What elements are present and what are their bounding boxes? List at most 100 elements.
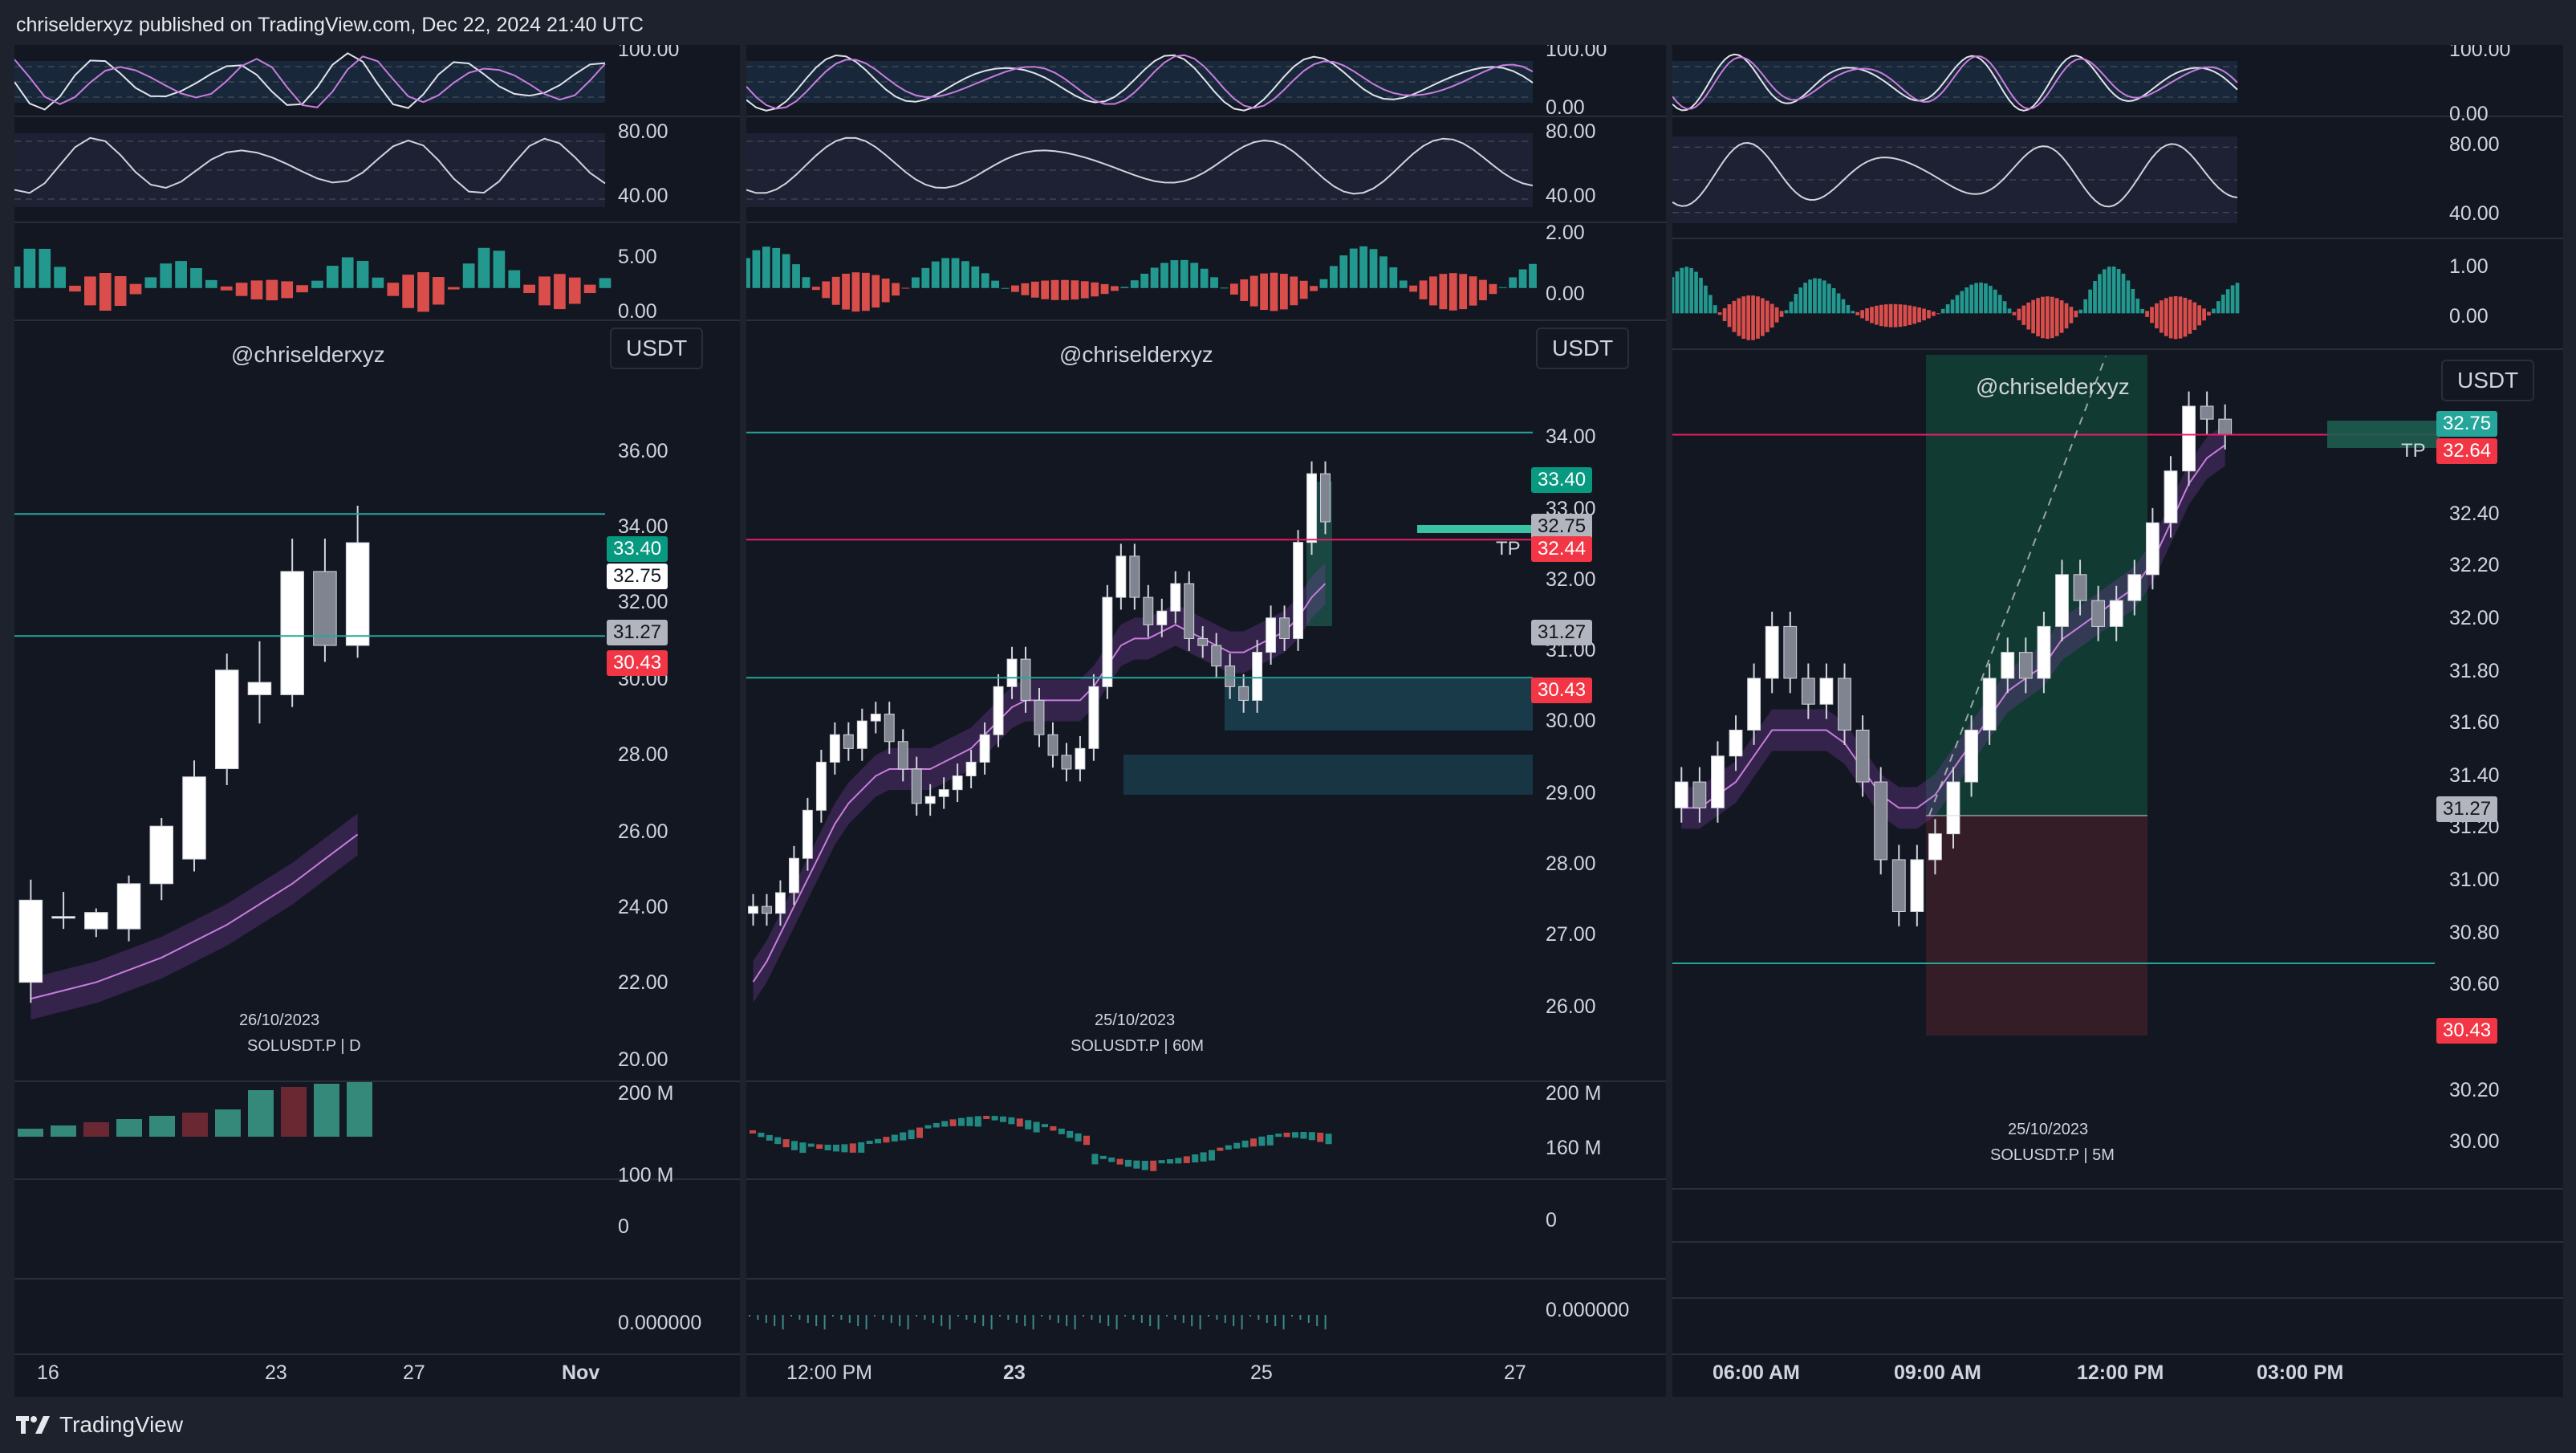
- pane-separator[interactable]: [14, 1278, 740, 1280]
- pane-separator[interactable]: [746, 1353, 1666, 1355]
- macd-bar: [951, 258, 960, 288]
- pane-separator[interactable]: [14, 222, 740, 223]
- macd-bar: [811, 287, 820, 291]
- volume-bar: [900, 1132, 907, 1141]
- 5m-candle-body: [2182, 405, 2196, 472]
- macd-bar: [447, 287, 460, 290]
- pane-separator[interactable]: [746, 222, 1666, 223]
- price-axis-label: 31.40: [2449, 764, 2500, 787]
- chart-canvas-daily[interactable]: [14, 45, 740, 1397]
- rsi-line: [14, 136, 606, 194]
- macd-bar: [1061, 279, 1069, 300]
- price-axis-label: 30.80: [2449, 922, 2500, 944]
- macd-bar: [2093, 281, 2097, 314]
- macd-bar: [1927, 310, 1931, 319]
- pane-separator[interactable]: [14, 1353, 740, 1355]
- volume-axis-label: 200 M: [1546, 1082, 1602, 1105]
- macd-bar: [1860, 310, 1864, 319]
- hourly-candle-body: [1102, 596, 1113, 687]
- macd-bar: [1784, 310, 1789, 314]
- pane-separator[interactable]: [1672, 1297, 2563, 1299]
- macd-bar: [2031, 299, 2035, 334]
- hourly-candle-body: [1225, 665, 1236, 687]
- volume-bar: [1317, 1133, 1324, 1142]
- chart-panel-hourly[interactable]: 100.00 0.00 80.00 40.00 2.00 0.00 USDT @…: [746, 45, 1666, 1397]
- tradingview-logo-icon: [16, 1416, 50, 1434]
- volume-bar: [875, 1138, 881, 1144]
- pane-separator[interactable]: [746, 319, 1666, 321]
- loss-zone: [1926, 816, 2147, 1036]
- pane-separator[interactable]: [746, 1278, 1666, 1280]
- macd-bar: [1960, 291, 1965, 314]
- stoch-axis-label: 100.00: [618, 45, 680, 61]
- chart-canvas-hourly[interactable]: [746, 45, 1666, 1397]
- pane-separator[interactable]: [1672, 238, 2563, 239]
- macd-bar: [1865, 308, 1869, 321]
- chart-canvas-5m[interactable]: [1672, 45, 2563, 1397]
- macd-bar: [1708, 295, 1713, 314]
- pane-separator[interactable]: [14, 319, 740, 321]
- pane-separator[interactable]: [1672, 116, 2563, 117]
- macd-bar: [1746, 295, 1751, 340]
- hourly-candle-body: [775, 892, 786, 914]
- macd-bar: [493, 250, 506, 288]
- hourly-candle-body: [1156, 610, 1168, 625]
- chart-panel-daily[interactable]: 100.00 80.00 40.00 5.00 0.00 USDT @chris…: [14, 45, 740, 1397]
- macd-bar: [1419, 280, 1428, 299]
- macd-bar: [831, 276, 840, 305]
- macd-bar: [1997, 295, 2002, 314]
- volume-bar: [824, 1144, 831, 1150]
- macd-bar: [1498, 287, 1507, 288]
- macd-bar: [1893, 303, 1898, 328]
- pane-separator[interactable]: [14, 1178, 740, 1180]
- currency-button[interactable]: USDT: [2441, 360, 2535, 401]
- price-tag-30-43: 30.43: [1531, 678, 1593, 703]
- volume-bar: [991, 1116, 998, 1121]
- rsi-line: [1672, 141, 2238, 208]
- macd-bar: [2021, 305, 2026, 325]
- pane-separator[interactable]: [1672, 1241, 2563, 1243]
- macd-bar: [1699, 277, 1703, 314]
- pane-separator[interactable]: [746, 1081, 1666, 1082]
- macd-bar: [1903, 304, 1908, 327]
- hourly-candle-body: [1129, 556, 1140, 598]
- macd-bar: [1150, 267, 1159, 288]
- chart-panel-5m[interactable]: 100.00 0.00 80.00 40.00 1.00 0.00 USDT @…: [1672, 45, 2563, 1397]
- macd-bar: [1940, 308, 1945, 314]
- daily-candle-body: [182, 776, 206, 860]
- macd-bar: [129, 283, 142, 295]
- volume-bar: [916, 1127, 923, 1138]
- price-axis-label: 30.60: [2449, 973, 2500, 995]
- macd-bar: [1111, 286, 1119, 291]
- price-tag-32-44: 32.44: [1531, 536, 1593, 562]
- pane-separator[interactable]: [14, 116, 740, 117]
- price-tag-31-27: 31.27: [1531, 620, 1593, 645]
- time-axis-label: 27: [1504, 1361, 1526, 1384]
- macd-bar: [1779, 311, 1784, 317]
- price-tag-33-40: 33.40: [607, 536, 668, 562]
- currency-button[interactable]: USDT: [610, 328, 704, 369]
- macd-bar: [2159, 300, 2164, 333]
- pane-separator[interactable]: [1672, 1353, 2563, 1355]
- pane-separator[interactable]: [14, 1081, 740, 1082]
- macd-bar: [2116, 269, 2121, 314]
- pane-separator[interactable]: [1672, 348, 2563, 350]
- pane-separator[interactable]: [1672, 1188, 2563, 1190]
- volume-bar: [908, 1129, 915, 1140]
- macd-bar: [14, 267, 21, 288]
- stoch-d-line: [1672, 55, 2238, 110]
- currency-button[interactable]: USDT: [1536, 328, 1630, 369]
- price-tag-30-43: 30.43: [2436, 1018, 2498, 1044]
- macd-bar: [2026, 302, 2031, 330]
- macd-bar: [1399, 280, 1408, 288]
- pane-separator[interactable]: [746, 1178, 1666, 1180]
- price-axis-label: 31.00: [2449, 869, 2500, 891]
- hourly-candle-body: [938, 789, 949, 797]
- macd-bar: [1080, 281, 1089, 299]
- publish-header: chriselderxyz published on TradingView.c…: [0, 0, 2576, 45]
- volume-bar: [281, 1087, 307, 1137]
- volume-bar: [1158, 1160, 1165, 1164]
- hourly-candle-body: [911, 768, 922, 804]
- macd-bar: [1813, 278, 1817, 314]
- pane-separator[interactable]: [746, 116, 1666, 117]
